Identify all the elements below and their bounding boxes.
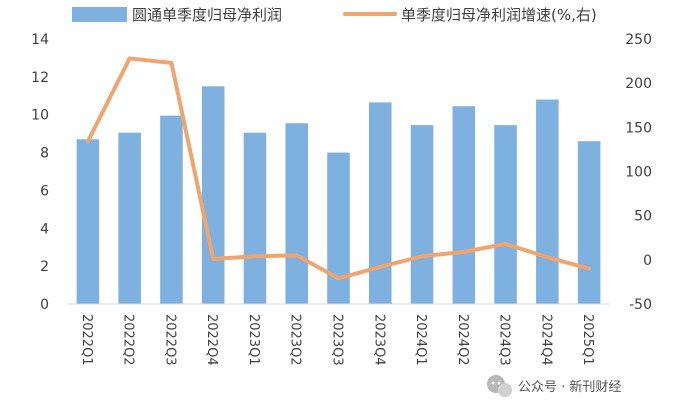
x-tick-label: 2023Q2	[288, 314, 303, 366]
x-tick-label: 2023Q1	[246, 314, 261, 366]
line-point-2023Q1	[254, 255, 256, 257]
bar-2023Q3	[327, 152, 350, 304]
bar-2024Q1	[410, 125, 434, 304]
right-tick-label: 200	[625, 76, 652, 92]
right-tick-label: 0	[643, 253, 652, 269]
x-tick-label: 2022Q4	[204, 314, 219, 366]
x-tick-label: 2024Q1	[413, 314, 428, 366]
line-point-2024Q3	[505, 243, 507, 245]
line-point-2022Q1	[87, 140, 89, 142]
right-tick-label: 150	[625, 120, 652, 136]
line-point-2025Q1	[588, 268, 590, 270]
left-tick-label: 10	[31, 108, 49, 124]
line-series-layer	[85, 56, 592, 281]
left-tick-label: 8	[40, 146, 49, 162]
bar-2022Q4	[201, 86, 225, 304]
right-tick-label: 100	[625, 165, 652, 181]
legend: 圆通单季度归母净利润 单季度归母净利润增速(%,右)	[72, 6, 597, 24]
bar-2024Q4	[536, 99, 559, 304]
left-tick-label: 4	[40, 221, 49, 237]
line-point-2024Q2	[463, 251, 465, 253]
bar-series	[76, 86, 601, 304]
line-point-2022Q3	[170, 62, 172, 64]
x-tick-label: 2023Q3	[330, 314, 345, 366]
line-point-2024Q4	[546, 256, 548, 258]
line-point-2022Q4	[212, 258, 214, 260]
line-point-2023Q4	[379, 266, 381, 268]
axes: 0 2 4 6 8 10 12 14 -50 0 50 100 150 200 250 2022Q1 2022Q…	[31, 32, 652, 366]
bar-2022Q2	[118, 132, 141, 304]
x-tick-label: 2025Q1	[580, 314, 595, 366]
x-tick-label: 2022Q2	[121, 314, 136, 366]
line-point-2024Q1	[421, 255, 423, 257]
bar-2024Q3	[494, 125, 517, 304]
bar-2023Q4	[368, 102, 392, 304]
legend-bar-label: 圆通单季度归母净利润	[132, 6, 282, 24]
left-tick-label: 12	[31, 70, 49, 86]
legend-bar-swatch	[72, 7, 127, 22]
right-tick-label: 250	[625, 32, 652, 48]
bar-2025Q1	[577, 141, 601, 304]
line-point-2023Q3	[338, 277, 339, 279]
bar-2023Q2	[285, 123, 309, 304]
x-tick-label: 2022Q1	[79, 314, 94, 366]
x-tick-label: 2024Q4	[538, 314, 553, 366]
watermark-text: 公众号 · 新刊财经	[518, 379, 621, 395]
bar-2022Q1	[76, 139, 100, 304]
line-point-2022Q2	[129, 57, 131, 59]
x-tick-label: 2024Q2	[455, 314, 470, 366]
x-tick-label: 2023Q4	[371, 314, 386, 366]
x-tick-label: 2022Q3	[162, 314, 177, 366]
wechat-icon	[487, 375, 512, 397]
left-tick-label: 6	[40, 183, 49, 199]
watermark: 公众号 · 新刊财经	[487, 375, 621, 397]
bar-2022Q3	[160, 115, 183, 304]
left-tick-label: 14	[31, 32, 49, 48]
x-tick-label: 2024Q3	[497, 314, 512, 366]
bar-2023Q1	[243, 132, 267, 304]
left-tick-label: 0	[40, 297, 49, 313]
right-tick-label: 50	[634, 209, 652, 225]
legend-line-label: 单季度归母净利润增速(%,右)	[401, 6, 597, 24]
right-tick-label: -50	[629, 297, 652, 313]
line-point-2023Q2	[296, 254, 298, 256]
left-tick-label: 2	[40, 259, 49, 275]
bar-2024Q2	[452, 106, 476, 304]
